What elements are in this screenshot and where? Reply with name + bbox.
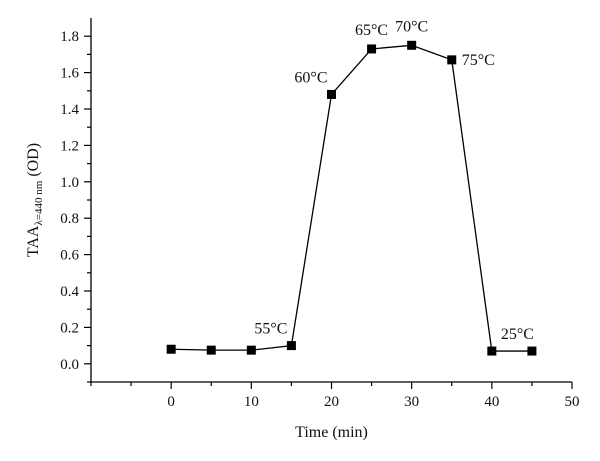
- y-tick-label: 1.2: [60, 138, 79, 154]
- y-ticks: 0.0 0.2 0.4 0.6 0.8 1.0 1.2 1.4 1.6 1.8: [60, 29, 91, 383]
- y-axis-title-main: TAA: [25, 225, 42, 257]
- y-tick-label: 0.4: [60, 284, 79, 300]
- x-tick-label: 50: [565, 394, 580, 410]
- data-point: [206, 345, 216, 355]
- data-point: [327, 89, 336, 99]
- data-point: [367, 44, 377, 54]
- data-point: [487, 346, 497, 356]
- series-layer: [166, 40, 537, 356]
- x-axis-title: Time (min): [295, 424, 368, 441]
- y-tick-label: 0.8: [60, 211, 79, 227]
- data-point: [407, 40, 417, 50]
- x-ticks: 0 10 20 30 40 50: [90, 382, 580, 410]
- data-point: [527, 346, 537, 356]
- x-tick-label: 10: [244, 394, 259, 410]
- y-axis-title-unit: (OD): [25, 143, 42, 177]
- data-point: [286, 341, 296, 351]
- y-tick-label: 0.0: [60, 357, 79, 373]
- y-tick-label: 0.6: [60, 248, 79, 264]
- y-tick-label: 1.0: [60, 175, 79, 191]
- y-tick-label: 1.8: [60, 29, 79, 45]
- data-point: [447, 55, 457, 65]
- x-tick-label: 30: [404, 394, 419, 410]
- temperature-annotation: 65°C: [355, 22, 388, 39]
- temperature-annotation: 55°C: [254, 321, 287, 338]
- temperature-annotation: 70°C: [395, 18, 428, 35]
- y-tick-label: 0.2: [60, 320, 79, 336]
- series-line: [171, 44, 532, 352]
- temperature-annotation: 75°C: [462, 52, 495, 69]
- y-axis-title-subscript: λ=440 nm: [33, 180, 45, 225]
- temperature-annotation: 25°C: [501, 326, 534, 343]
- data-point: [246, 345, 256, 355]
- temperature-annotation: 60°C: [294, 69, 327, 86]
- x-tick-label: 0: [167, 394, 175, 410]
- data-point: [166, 344, 176, 354]
- y-tick-label: 1.6: [60, 66, 79, 82]
- annotation-layer: 55°C 60°C 65°C 70°C 75°C 25°C: [254, 18, 534, 343]
- x-tick-label: 20: [324, 394, 339, 410]
- x-tick-label: 40: [484, 394, 499, 410]
- y-tick-label: 1.4: [60, 102, 79, 118]
- y-axis-title: TAAλ=440 nm (OD): [25, 143, 45, 257]
